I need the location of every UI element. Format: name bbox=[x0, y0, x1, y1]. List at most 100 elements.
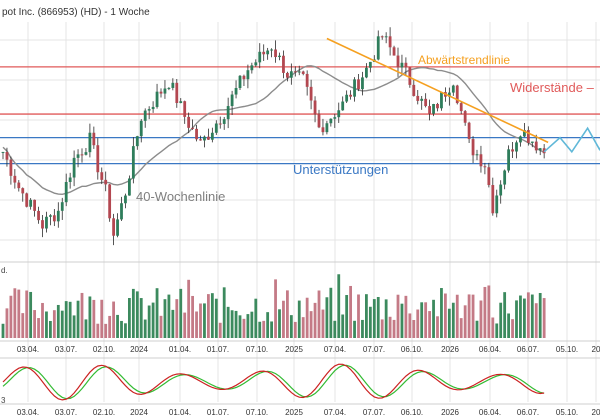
volume-bar bbox=[400, 303, 404, 338]
volume-bar bbox=[341, 314, 345, 338]
volume-bar bbox=[305, 297, 309, 338]
x-tick-label: 01.07. bbox=[207, 408, 229, 417]
candle-body bbox=[499, 184, 503, 196]
moving-average bbox=[2, 65, 545, 196]
volume-bar bbox=[479, 300, 483, 338]
volume-bar bbox=[139, 298, 143, 338]
volume-bar bbox=[416, 309, 420, 338]
volume-bar bbox=[475, 320, 479, 338]
volume-bar bbox=[325, 297, 329, 338]
candle-body bbox=[325, 123, 329, 133]
volume-bar bbox=[309, 311, 313, 338]
candle-body bbox=[400, 62, 404, 68]
volume-bar bbox=[49, 320, 52, 338]
candle-body bbox=[447, 92, 451, 97]
candle-body bbox=[72, 157, 76, 178]
volume-bar bbox=[230, 310, 234, 338]
volume-bar bbox=[313, 302, 317, 338]
volume-bar bbox=[349, 285, 352, 338]
candle-body bbox=[487, 167, 491, 186]
candle-body bbox=[471, 139, 475, 156]
candle-body bbox=[187, 116, 191, 128]
volume-bar bbox=[195, 311, 198, 338]
volume-bar bbox=[372, 299, 376, 338]
volume-bar bbox=[254, 298, 258, 338]
volume-bar bbox=[33, 310, 36, 338]
candle-body bbox=[266, 50, 270, 55]
candle-body bbox=[384, 36, 388, 38]
volume-bar bbox=[25, 290, 29, 338]
candle-body bbox=[116, 219, 119, 236]
volume-bar bbox=[463, 305, 467, 338]
candle-body bbox=[203, 136, 206, 141]
candle-body bbox=[523, 130, 526, 137]
volume-bar bbox=[345, 295, 349, 338]
volume-bar bbox=[289, 315, 293, 338]
candle-body bbox=[147, 109, 151, 111]
volume-bar bbox=[246, 314, 250, 338]
volume-bar bbox=[451, 302, 455, 338]
volume-bar bbox=[499, 302, 503, 338]
volume-bar bbox=[270, 321, 273, 338]
stochastic bbox=[2, 363, 545, 401]
x-labels-bottom: 03.04. 03.07. 02.10. 2024 01.04. 01.07. 07.10.… bbox=[17, 408, 600, 417]
volume-bar bbox=[60, 310, 64, 338]
candle-body bbox=[361, 77, 364, 90]
volume-bar bbox=[155, 288, 159, 338]
volume-bar bbox=[80, 292, 84, 338]
volume-bar bbox=[495, 323, 499, 338]
volume-bar bbox=[175, 299, 179, 338]
volume-bar bbox=[365, 294, 368, 338]
candle-body bbox=[242, 75, 246, 80]
volume-bar bbox=[218, 322, 222, 338]
candle-body bbox=[483, 166, 487, 168]
volume-bar bbox=[191, 295, 194, 338]
volume-bar bbox=[301, 317, 305, 338]
x-tick-label: 03.04. bbox=[17, 345, 39, 354]
candle-body bbox=[183, 101, 187, 117]
candle-body bbox=[278, 55, 281, 58]
candle-body bbox=[17, 182, 21, 189]
volume-bar bbox=[214, 298, 218, 338]
volume-bar bbox=[376, 296, 380, 338]
annotation-trend: Abwärtstrendlinie bbox=[418, 53, 510, 67]
candle-body bbox=[1, 151, 5, 153]
volume-bar bbox=[526, 292, 530, 338]
stochastic-label: 3 bbox=[1, 396, 6, 405]
candle-body bbox=[380, 36, 384, 38]
projection-path bbox=[543, 126, 600, 154]
volume-bar bbox=[266, 312, 270, 338]
x-tick-label: 20 bbox=[592, 408, 600, 417]
candle-body bbox=[274, 49, 277, 58]
volume-bar bbox=[250, 311, 254, 338]
candle-body bbox=[41, 220, 44, 229]
candle-body bbox=[49, 215, 52, 217]
volume-bar bbox=[210, 293, 214, 338]
candle-body bbox=[222, 119, 226, 124]
volume-bar bbox=[222, 287, 226, 338]
candle-body bbox=[424, 98, 428, 107]
candle-body bbox=[282, 55, 285, 73]
x-tick-label: 03.04. bbox=[17, 408, 39, 417]
candle-body bbox=[357, 79, 360, 90]
candle-body bbox=[459, 103, 463, 112]
volume-bar bbox=[440, 288, 443, 338]
candle-body bbox=[234, 88, 238, 95]
x-tick-label: 06.07. bbox=[517, 345, 539, 354]
candle-body bbox=[262, 51, 266, 55]
volume-bar bbox=[542, 298, 546, 338]
volume-bar bbox=[135, 291, 139, 338]
volume-bar bbox=[131, 288, 135, 338]
volume-bar bbox=[179, 288, 183, 338]
volume-bar bbox=[483, 286, 487, 338]
candle-body bbox=[214, 123, 218, 133]
candle-body bbox=[511, 149, 514, 152]
candle-body bbox=[534, 141, 538, 151]
volume-bar bbox=[108, 315, 112, 338]
x-tick-label: 06.07. bbox=[517, 408, 539, 417]
volume-bar bbox=[84, 319, 88, 338]
candle-body bbox=[345, 94, 349, 102]
candle-body bbox=[428, 106, 431, 114]
candle-body bbox=[230, 94, 234, 107]
volume-bar bbox=[293, 321, 297, 338]
